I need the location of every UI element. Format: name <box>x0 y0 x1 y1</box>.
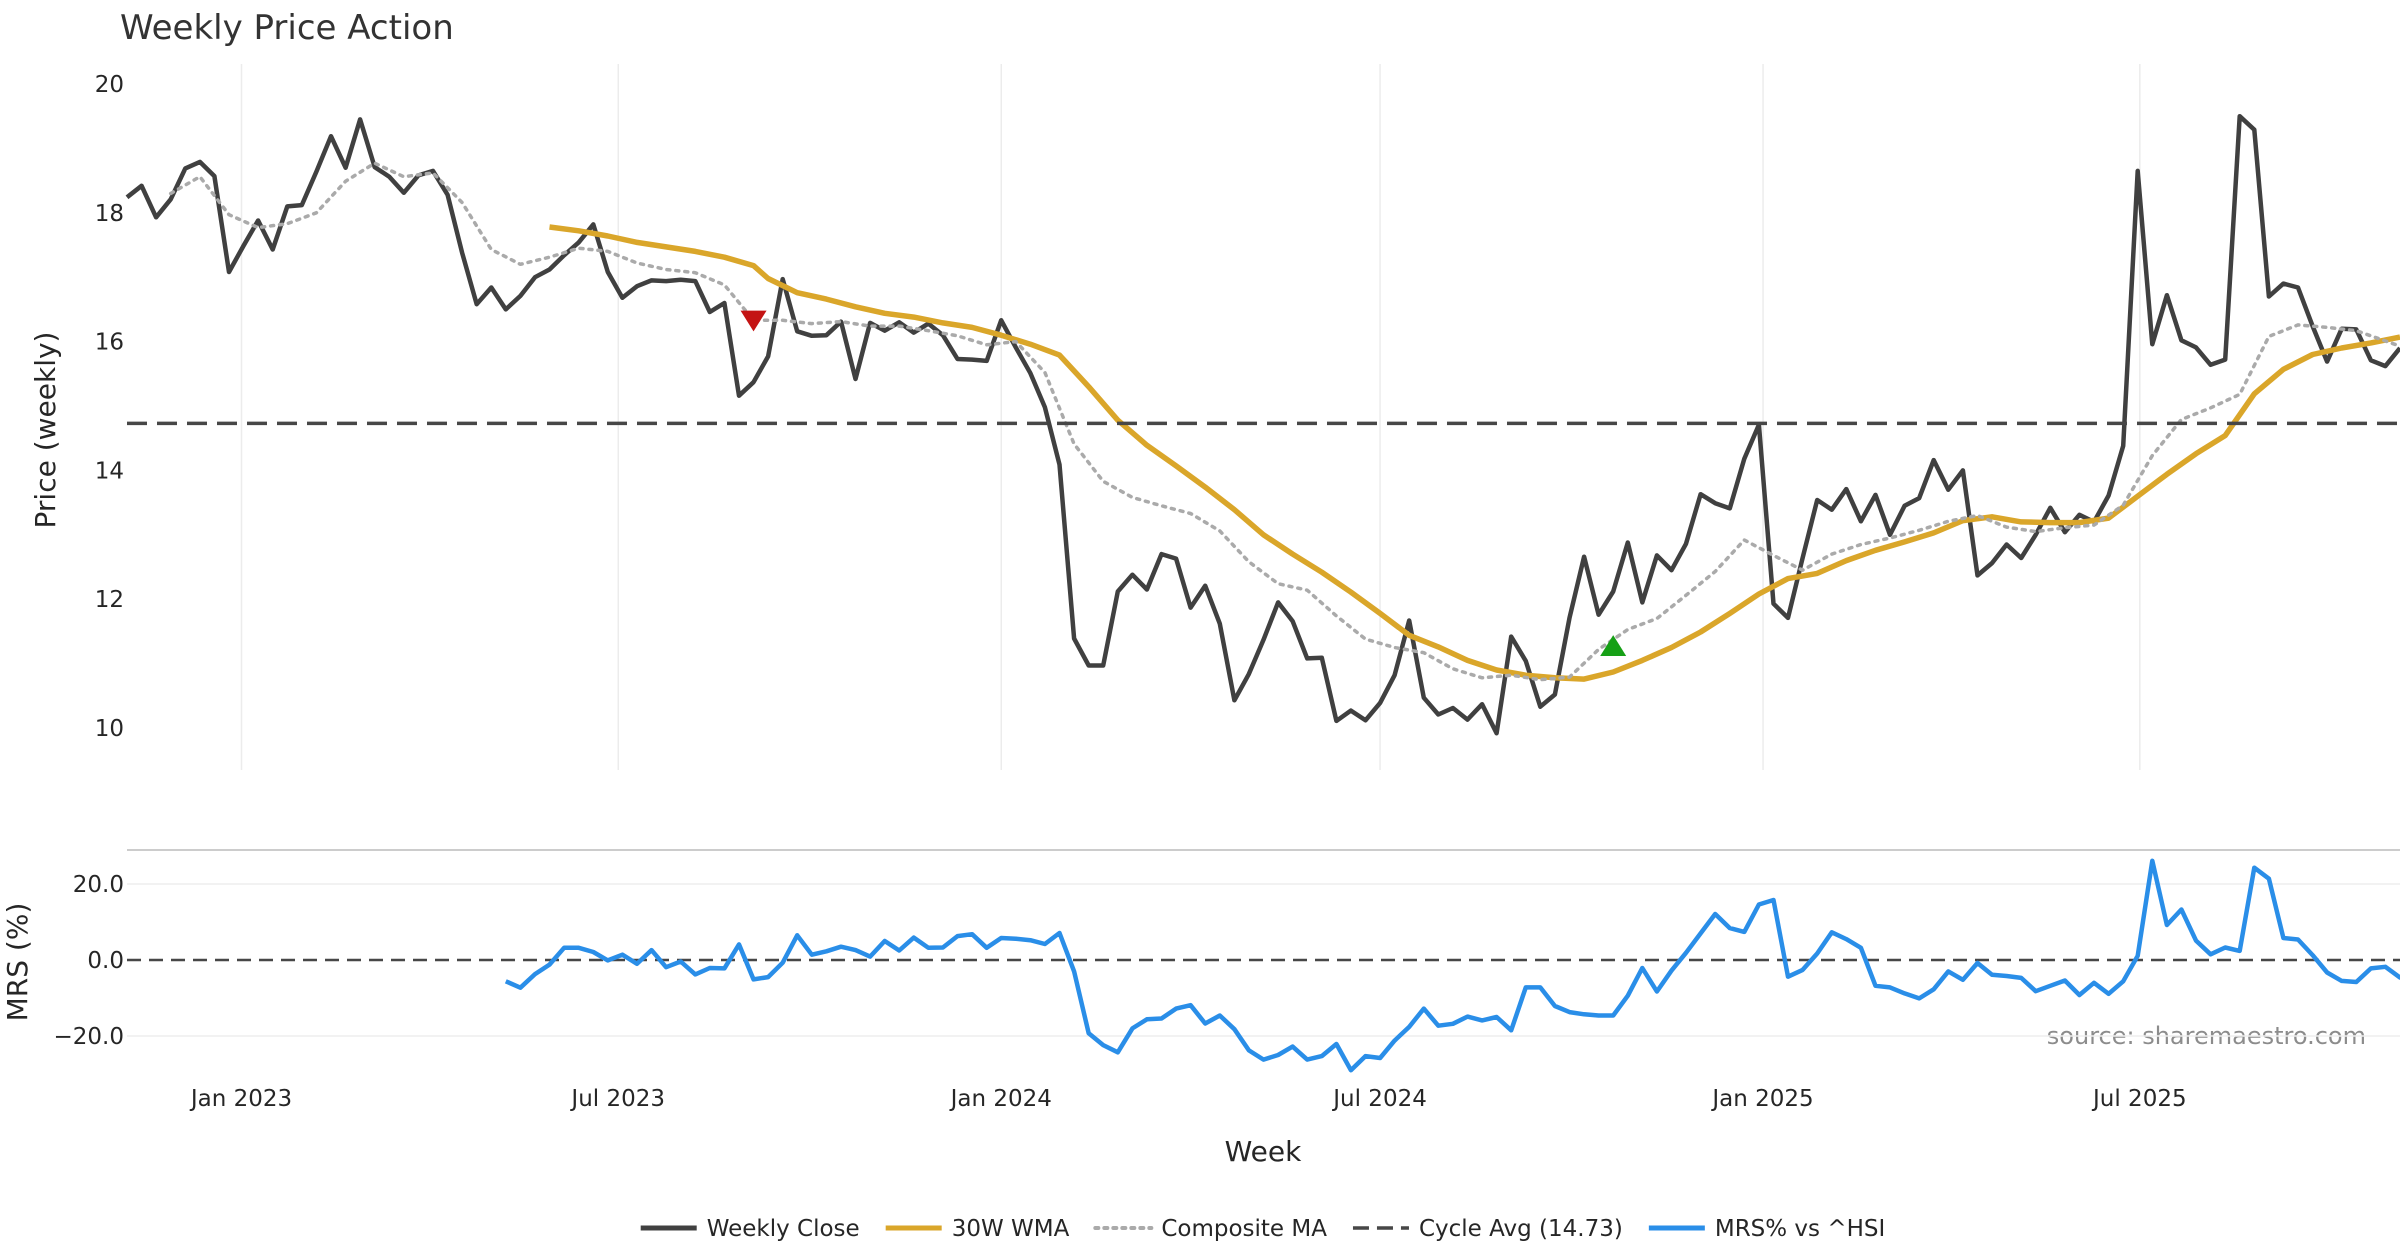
price-y-tick-label: 14 <box>95 458 124 484</box>
price-y-tick-label: 12 <box>95 587 124 613</box>
sell-signal-marker <box>740 310 767 332</box>
buy-signal-marker <box>1600 635 1627 656</box>
series-line-30w-wma <box>549 224 2400 682</box>
price-y-tick-label: 18 <box>95 201 124 227</box>
mrs-y-tick-label: 0.0 <box>87 948 124 974</box>
x-tick-label: Jan 2025 <box>1710 1086 1813 1112</box>
series-line-mrs <box>504 858 2400 1073</box>
series-line-weekly-close <box>125 113 2400 736</box>
legend-label: Cycle Avg (14.73) <box>1419 1216 1623 1242</box>
price-y-axis-label: Price (weekly) <box>29 332 62 529</box>
legend-label: Weekly Close <box>707 1216 860 1242</box>
x-tick-label: Jan 2024 <box>949 1086 1052 1112</box>
legend-label: 30W WMA <box>952 1216 1070 1242</box>
mrs-y-tick-label: −20.0 <box>54 1024 124 1050</box>
price-y-tick-label: 16 <box>95 330 124 356</box>
x-tick-label: Jul 2024 <box>1331 1086 1427 1112</box>
legend: Weekly Close 30W WMA Composite MA Cycle Avg… <box>640 1216 1885 1242</box>
legend-label: Composite MA <box>1161 1216 1327 1242</box>
price-y-tick-label: 10 <box>95 716 124 742</box>
mrs-y-axis-label: MRS (%) <box>1 903 34 1022</box>
price-y-tick-label: 20 <box>95 72 124 98</box>
chart-title: Weekly Price Action <box>120 8 454 48</box>
series-line-composite-ma <box>168 161 2400 682</box>
x-tick-label: Jul 2023 <box>569 1086 665 1112</box>
x-axis-label: Week <box>1225 1135 1302 1168</box>
x-tick-label: Jan 2023 <box>189 1086 292 1112</box>
legend-label: MRS% vs ^HSI <box>1715 1216 1885 1242</box>
mrs-y-tick-label: 20.0 <box>73 872 124 898</box>
x-tick-label: Jul 2025 <box>2091 1086 2187 1112</box>
